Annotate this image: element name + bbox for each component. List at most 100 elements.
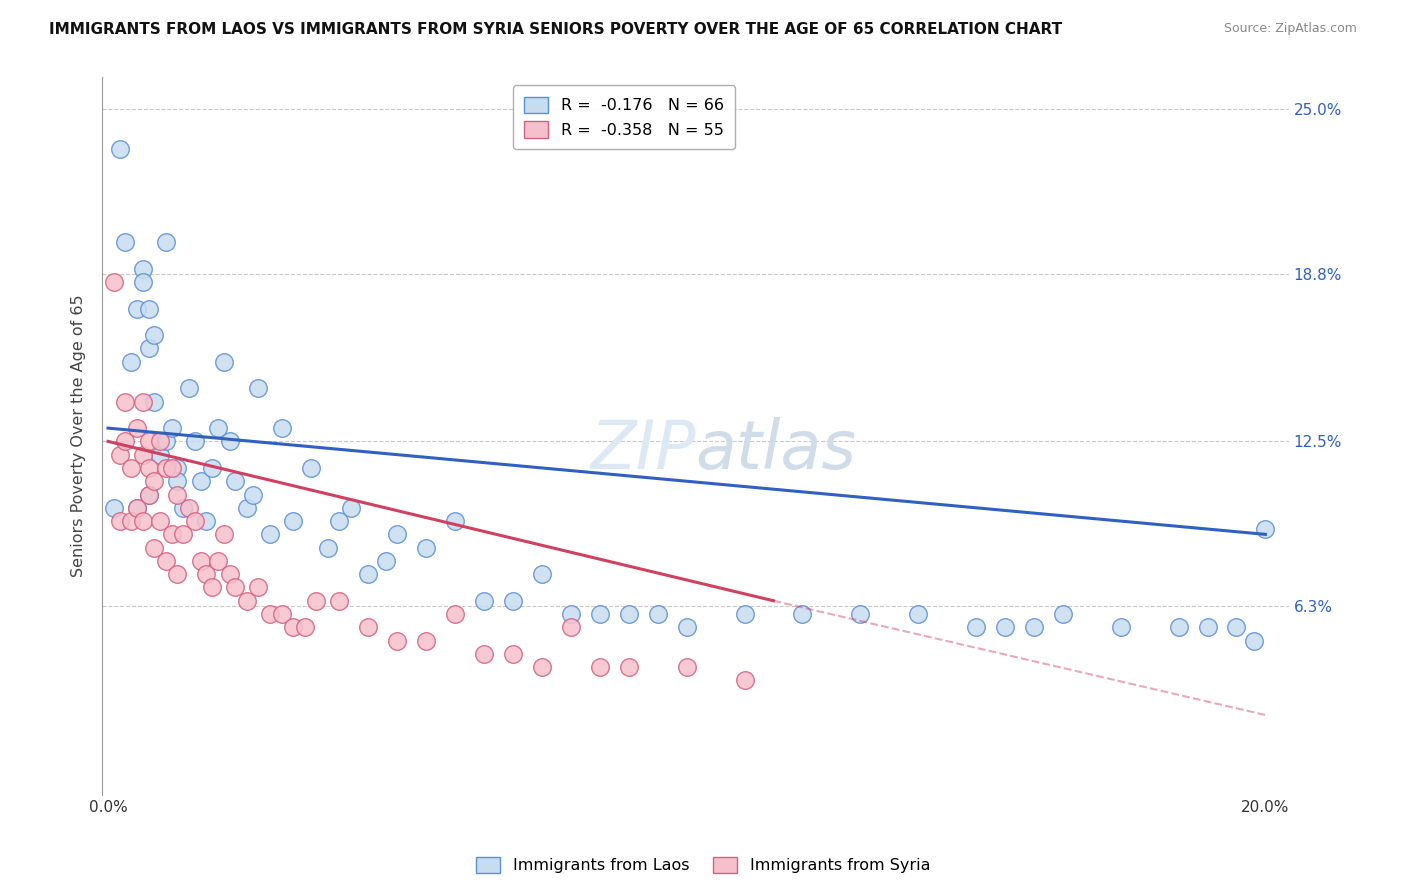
Point: [138, 461, 160, 475]
Point: [560, 620, 582, 634]
Point: [675, 660, 697, 674]
Point: [125, 500, 148, 515]
Point: [132, 275, 155, 289]
Point: [294, 620, 316, 634]
Point: [531, 567, 554, 582]
Point: [143, 328, 166, 343]
Point: [259, 527, 281, 541]
Point: [340, 500, 363, 515]
Point: [138, 487, 160, 501]
Point: [149, 514, 172, 528]
Point: [166, 461, 188, 475]
Point: [132, 394, 155, 409]
Point: [1254, 522, 1277, 536]
Point: [212, 527, 235, 541]
Point: [218, 434, 240, 449]
Legend: Immigrants from Laos, Immigrants from Syria: Immigrants from Laos, Immigrants from Sy…: [470, 850, 936, 880]
Point: [201, 461, 224, 475]
Point: [415, 633, 437, 648]
Point: [212, 354, 235, 368]
Y-axis label: Seniors Poverty Over the Age of 65: Seniors Poverty Over the Age of 65: [72, 294, 86, 577]
Point: [207, 421, 229, 435]
Point: [190, 474, 212, 488]
Point: [734, 673, 756, 688]
Point: [172, 500, 194, 515]
Point: [155, 235, 177, 249]
Point: [357, 620, 380, 634]
Point: [155, 461, 177, 475]
Point: [589, 607, 612, 621]
Point: [114, 394, 136, 409]
Point: [299, 461, 322, 475]
Point: [617, 660, 640, 674]
Point: [108, 448, 131, 462]
Legend: R =  -0.176   N = 66, R =  -0.358   N = 55: R = -0.176 N = 66, R = -0.358 N = 55: [513, 86, 735, 149]
Point: [166, 474, 188, 488]
Point: [160, 421, 183, 435]
Point: [305, 594, 328, 608]
Point: [357, 567, 380, 582]
Text: IMMIGRANTS FROM LAOS VS IMMIGRANTS FROM SYRIA SENIORS POVERTY OVER THE AGE OF 65: IMMIGRANTS FROM LAOS VS IMMIGRANTS FROM …: [49, 22, 1063, 37]
Point: [283, 514, 305, 528]
Point: [138, 342, 160, 356]
Point: [224, 581, 246, 595]
Point: [103, 275, 125, 289]
Point: [560, 607, 582, 621]
Point: [502, 647, 524, 661]
Point: [114, 434, 136, 449]
Point: [132, 514, 155, 528]
Point: [617, 607, 640, 621]
Point: [994, 620, 1017, 634]
Text: Source: ZipAtlas.com: Source: ZipAtlas.com: [1223, 22, 1357, 36]
Point: [1109, 620, 1132, 634]
Point: [143, 394, 166, 409]
Point: [965, 620, 987, 634]
Point: [472, 594, 495, 608]
Point: [472, 647, 495, 661]
Point: [247, 581, 270, 595]
Point: [734, 607, 756, 621]
Point: [502, 594, 524, 608]
Point: [647, 607, 669, 621]
Point: [184, 434, 207, 449]
Point: [132, 261, 155, 276]
Point: [138, 301, 160, 316]
Point: [120, 461, 142, 475]
Text: ZIP: ZIP: [591, 417, 696, 483]
Point: [531, 660, 554, 674]
Point: [172, 527, 194, 541]
Point: [849, 607, 872, 621]
Point: [236, 500, 259, 515]
Point: [190, 554, 212, 568]
Point: [387, 633, 409, 648]
Point: [218, 567, 240, 582]
Point: [125, 500, 148, 515]
Point: [108, 514, 131, 528]
Point: [283, 620, 305, 634]
Point: [1022, 620, 1045, 634]
Point: [242, 487, 264, 501]
Point: [149, 448, 172, 462]
Point: [155, 434, 177, 449]
Point: [328, 594, 350, 608]
Point: [259, 607, 281, 621]
Point: [195, 567, 218, 582]
Point: [177, 381, 200, 395]
Point: [792, 607, 814, 621]
Point: [316, 541, 339, 555]
Point: [103, 500, 125, 515]
Point: [184, 514, 207, 528]
Point: [120, 354, 142, 368]
Point: [114, 235, 136, 249]
Point: [236, 594, 259, 608]
Point: [1225, 620, 1247, 634]
Point: [143, 474, 166, 488]
Point: [207, 554, 229, 568]
Point: [247, 381, 270, 395]
Point: [108, 142, 131, 156]
Point: [270, 607, 292, 621]
Point: [125, 421, 148, 435]
Point: [120, 514, 142, 528]
Text: atlas: atlas: [696, 417, 856, 483]
Point: [166, 567, 188, 582]
